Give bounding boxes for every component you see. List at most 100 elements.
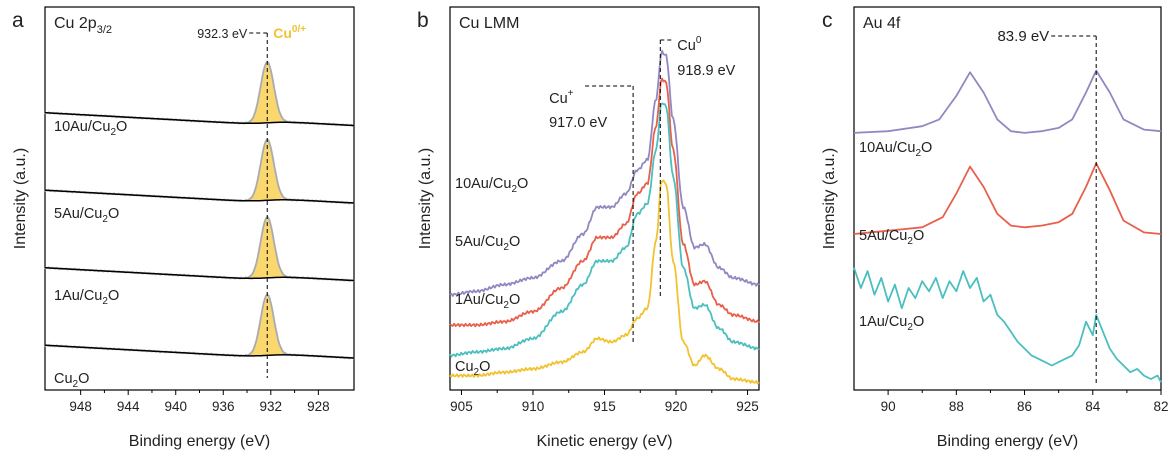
x-tick-label: 940 [164,399,187,414]
chart-title-main: Cu LMM [459,15,519,32]
x-tick-label: 84 [1085,399,1101,414]
series-label-subscript: 2 [102,214,108,225]
series-label-subscript: 2 [915,148,921,159]
species-label: Cu0/+ [273,24,306,41]
x-axis-label: Binding energy (eV) [937,433,1078,450]
chart-title-main: Au 4f [863,15,901,32]
series-label-tail: O [509,292,520,308]
peak-fill [214,139,320,202]
series-label: 10Au/Cu2O [859,140,932,159]
series-label-main: 10Au/Cu [455,176,511,192]
chart-title-subscript: 3/2 [97,24,112,36]
chart-title: Cu LMM [459,15,519,32]
series-label-subscript: 2 [907,322,913,333]
y-axis-label: Intensity (a.u.) [417,148,434,249]
series-label-main: 5Au/Cu [54,206,102,222]
series-label: Cu2O [455,359,490,378]
series-label-main: 10Au/Cu [54,119,110,135]
series-label-main: Cu [455,359,474,375]
series-label-subscript: 2 [503,300,509,311]
series-label: 5Au/Cu2O [859,228,924,247]
series-label: 10Au/Cu2O [455,176,528,195]
series-label-tail: O [921,140,932,156]
cu-zero-main: Cu [677,38,696,54]
series-label-subscript: 2 [511,184,517,195]
x-tick-label: 925 [736,399,759,414]
x-tick-label: 936 [212,399,235,414]
x-tick-label: 948 [69,399,92,414]
cu-plus-species: Cu+ [549,88,574,107]
plot-frame [853,6,1162,391]
species-label-main: Cu [273,25,292,41]
raw-data-line [44,60,355,128]
series-label-subscript: 2 [102,296,108,307]
background-line [45,344,355,359]
peak-fill [214,217,320,279]
chart-title-main: Cu 2p [54,15,97,32]
series-label-subscript: 2 [474,367,480,378]
series-label-tail: O [913,314,924,330]
series-label-tail: O [116,119,127,135]
background-line [44,111,354,127]
series-line [853,69,1162,134]
series-line [449,179,760,385]
series-label-tail: O [479,359,490,375]
y-axis-label: Intensity (a.u.) [821,148,838,249]
series-line [853,267,1162,383]
peak-fill [214,294,320,357]
panel-letter-a: a [12,9,24,32]
species-label-superscript: 0/+ [292,24,306,35]
background-line [44,189,354,204]
x-tick-label: 932 [260,399,283,414]
cu-plus-main: Cu [549,91,568,107]
chart-title: Cu 2p3/2 [54,15,112,36]
fit-line [44,60,354,127]
series-label-main: 10Au/Cu [859,140,915,156]
series-label-tail: O [108,288,119,304]
series-label-tail: O [517,176,528,192]
peak-annotation-label: 83.9 eV [997,28,1049,45]
x-axis-label: Binding energy (eV) [129,433,270,450]
series-label: 10Au/Cu2O [54,119,127,138]
series-label-main: 1Au/Cu [54,288,102,304]
series-label-tail: O [78,371,89,387]
panel-letter-c: c [822,9,833,32]
panel-a: a 948 944 940 936 932 928 Binding energy (eV) In… [12,6,355,450]
cu-plus-value: 917.0 eV [549,115,607,131]
x-tick-label: 82 [1153,399,1168,414]
series-line [449,102,760,358]
series-line [449,49,760,297]
series-line [449,77,760,328]
chart-title: Au 4f [863,15,901,32]
panel-letter-b: b [417,9,429,32]
series-label: 1Au/Cu2O [455,292,520,311]
series-label: 5Au/Cu2O [455,234,520,253]
x-tick-label: 905 [450,399,473,414]
series-line [853,162,1162,235]
series-label-tail: O [509,234,520,250]
panel-b: b 905 910 915 920 925 Kinetic energy (eV) Inten… [417,6,760,450]
series-label-subscript: 2 [73,379,79,390]
fit-line [45,293,355,359]
x-tick-label: 86 [1017,399,1032,414]
x-tick-label: 910 [522,399,545,414]
series-label-subscript: 2 [110,127,116,138]
series-label-main: 5Au/Cu [455,234,503,250]
x-axis-label: Kinetic energy (eV) [536,433,672,450]
raw-data-line [44,215,355,283]
cu-zero-species: Cu0 [677,35,702,54]
x-tick-label: 928 [307,399,330,414]
x-tick-label: 944 [117,399,140,414]
series-label-main: 5Au/Cu [859,228,907,244]
series-label-subscript: 2 [503,242,509,253]
x-tick-label: 920 [665,399,688,414]
y-axis-label: Intensity (a.u.) [12,148,29,249]
cu-plus-superscript: + [568,88,574,99]
x-tick-label: 88 [949,399,964,414]
x-tick-label: 90 [881,399,896,414]
x-tick-label: 915 [593,399,616,414]
background-line [44,266,355,282]
series-label-tail: O [913,228,924,244]
series-label: 5Au/Cu2O [54,206,119,225]
